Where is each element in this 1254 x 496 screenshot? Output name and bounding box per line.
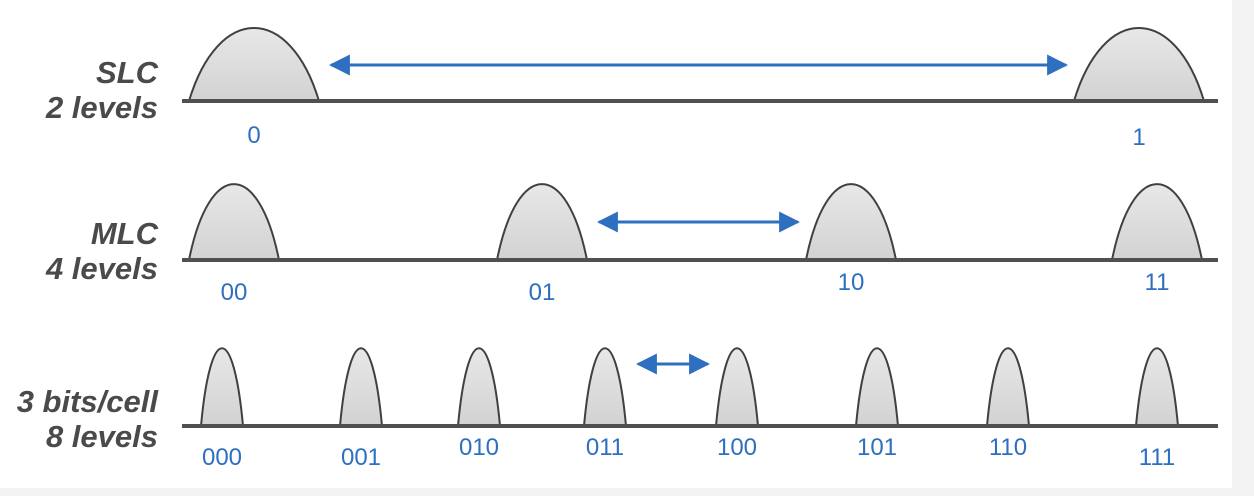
row-subtitle: 8 levels bbox=[45, 419, 158, 454]
row-tlc: 000 001 010 011 100 101 110 111 bbox=[182, 347, 1218, 471]
level-label: 10 bbox=[838, 269, 865, 296]
level-distribution-curve bbox=[199, 347, 245, 427]
level-distribution-curve bbox=[582, 347, 628, 427]
level-distribution-curve bbox=[1110, 183, 1204, 261]
level-label: 001 bbox=[341, 444, 381, 471]
level-label: 101 bbox=[857, 434, 897, 461]
level-distribution-curve bbox=[985, 347, 1031, 427]
level-label: 100 bbox=[717, 434, 757, 461]
level-distribution-curve bbox=[1072, 27, 1206, 102]
level-distribution-curve bbox=[714, 347, 760, 427]
row-mlc: 00 01 10 11 bbox=[182, 183, 1218, 306]
level-distribution-curve bbox=[187, 27, 321, 102]
level-distribution-curve bbox=[1134, 347, 1180, 427]
row-subtitle: 4 levels bbox=[45, 251, 158, 286]
level-label: 000 bbox=[202, 444, 242, 471]
row-label-tlc: 3 bits/cell 8 levels bbox=[17, 384, 158, 454]
row-title: MLC bbox=[90, 216, 158, 251]
level-label: 110 bbox=[989, 434, 1027, 461]
level-label: 011 bbox=[586, 434, 624, 461]
level-label: 0 bbox=[247, 122, 260, 149]
level-label: 111 bbox=[1139, 444, 1175, 471]
level-distribution-curve bbox=[456, 347, 502, 427]
level-label: 00 bbox=[221, 279, 248, 306]
level-label: 1 bbox=[1132, 124, 1145, 151]
level-label: 010 bbox=[459, 434, 499, 461]
level-distribution-curve bbox=[495, 183, 589, 261]
level-distribution-curve bbox=[338, 347, 384, 427]
row-label-mlc: MLC 4 levels bbox=[46, 216, 158, 286]
level-distribution-curve bbox=[854, 347, 900, 427]
level-label: 01 bbox=[529, 279, 556, 306]
row-label-slc: SLC 2 levels bbox=[46, 55, 158, 125]
row-title: 3 bits/cell bbox=[16, 384, 158, 419]
row-subtitle: 2 levels bbox=[45, 90, 158, 125]
level-distribution-curve bbox=[804, 183, 898, 261]
level-label: 11 bbox=[1145, 269, 1170, 296]
row-title: SLC bbox=[96, 55, 158, 90]
level-distribution-curve bbox=[187, 183, 281, 261]
